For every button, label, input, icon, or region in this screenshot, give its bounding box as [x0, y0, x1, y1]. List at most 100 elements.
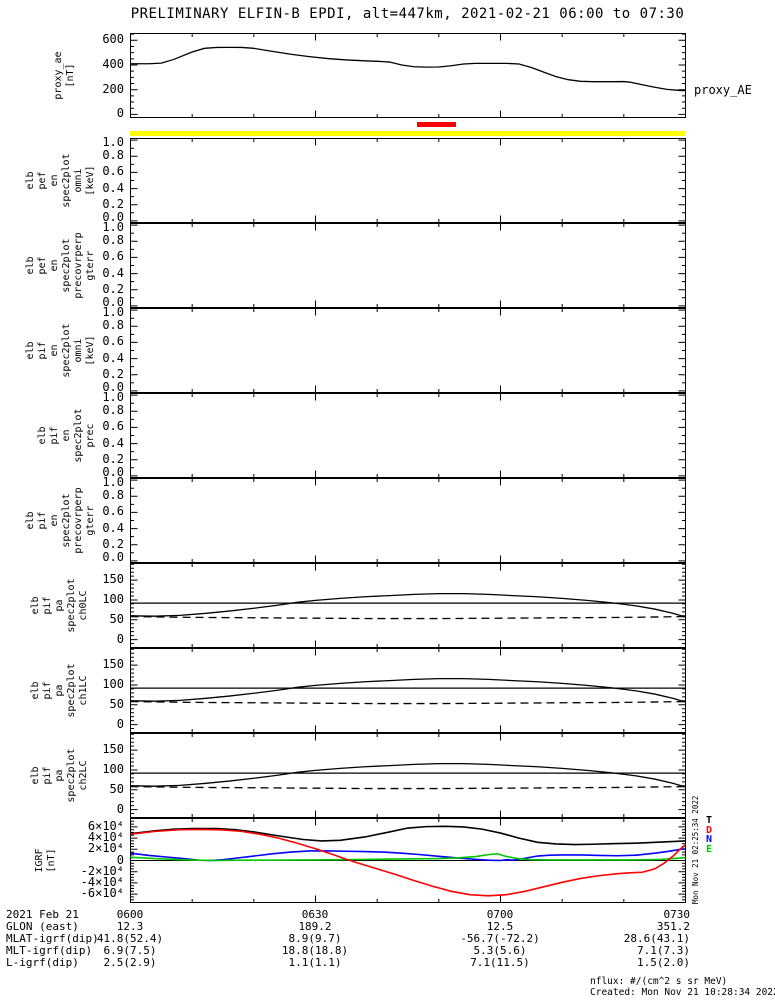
- panel-label-line: spec2plot: [61, 323, 72, 378]
- ytick-label-elb_pef_en_omni: 0.0: [102, 209, 124, 224]
- ytick-label-elb_pif_en_precovrperp: 0.6: [102, 504, 124, 519]
- plot-title: PRELIMINARY ELFIN-B EPDI, alt=447km, 202…: [130, 6, 685, 22]
- panel-label-line: pif: [42, 596, 53, 615]
- right-label-proxy_ae: proxy_AE: [694, 83, 752, 97]
- panel-elb_pif_pa_ch1LC: [130, 648, 686, 733]
- panel-label-elb_pif_en_omni: elb pif en spec2plot omni [keV]: [25, 308, 97, 393]
- panel-elb_pif_en_omni: [130, 308, 686, 393]
- ytick-label-proxy_ae: 0: [116, 106, 124, 121]
- ytick-label-elb_pif_en_precovrperp: 1.0: [102, 475, 124, 490]
- panel-label-line: en: [49, 259, 60, 272]
- ytick-label-elb_pif_pa_ch1LC: 100: [102, 676, 124, 691]
- footer-cell: 351.2: [656, 920, 690, 933]
- panel-label-line: pif: [37, 341, 48, 360]
- time-tick-label: 0730: [663, 908, 691, 921]
- version-timestamp: Mon Nov 21 02:25:34 2022: [691, 795, 700, 904]
- footer-cell: 189.2: [298, 920, 332, 933]
- panel-label-line: spec2plot: [61, 493, 72, 548]
- panel-elb_pef_en_omni: [130, 138, 686, 223]
- time-tick-label: 0630: [301, 908, 329, 921]
- ytick-label-elb_pef_en_precovrperp: 0.8: [102, 233, 124, 248]
- panel-label-line: prec: [85, 423, 96, 448]
- created-timestamp: Created: Mon Nov 21 10:28:34 2022: [590, 987, 775, 998]
- ytick-label-igrf: -4×10⁴: [80, 874, 124, 889]
- panel-label-line: pa: [54, 769, 65, 782]
- ytick-label-elb_pif_en_omni: 0.2: [102, 366, 124, 381]
- panel-label-line: spec2plot: [61, 153, 72, 208]
- ytick-label-elb_pif_en_omni: 0.6: [102, 334, 124, 349]
- panel-elb_pef_en_precovrperp: [130, 223, 686, 308]
- footer-cell: 1.5(2.0): [637, 956, 690, 969]
- legend-N: N: [706, 834, 713, 845]
- panel-label-elb_pif_pa_ch2LC: elb pif pa spec2plot ch2LC: [30, 733, 90, 818]
- ytick-label-elb_pif_en_omni: 0.4: [102, 350, 124, 365]
- ytick-label-elb_pif_en_prec: 0.6: [102, 419, 124, 434]
- panel-label-line: elb: [30, 681, 41, 700]
- panel-label-line: en: [49, 514, 60, 527]
- panel-elb_pif_en_prec: [130, 393, 686, 478]
- panel-igrf: [130, 818, 687, 903]
- ytick-label-elb_pif_en_prec: 0.2: [102, 451, 124, 466]
- axis-frame: [130, 393, 686, 478]
- axis-frame: [130, 648, 686, 733]
- series-T: [130, 825, 686, 846]
- panel-label-line: pif: [49, 426, 60, 445]
- panel-label-line: elb: [25, 511, 36, 530]
- panel-elb_pif_en_precovrperp: [130, 478, 686, 563]
- footer-cell: 2.5(2.9): [103, 956, 157, 969]
- panel-label-line: pa: [54, 599, 65, 612]
- fast-survey-bar-yellow: [130, 131, 685, 136]
- footer-cell: 8.9(9.7): [288, 932, 342, 945]
- footer-cell: 41.8(52.4): [96, 932, 164, 945]
- ytick-label-elb_pif_en_precovrperp: 0.0: [102, 549, 124, 564]
- panel-label-proxy_ae: proxy_ae [nT]: [53, 33, 77, 118]
- footer-cell: 12.5: [486, 920, 514, 933]
- ytick-label-igrf: -2×10⁴: [80, 863, 124, 878]
- ytick-label-elb_pif_en_prec: 0.8: [102, 403, 124, 418]
- ytick-label-elb_pif_en_omni: 1.0: [102, 305, 124, 320]
- panel-label-line: pif: [42, 681, 53, 700]
- panel-label-line: gterr: [85, 250, 96, 281]
- ytick-label-elb_pif_en_omni: 0.0: [102, 379, 124, 394]
- ytick-label-elb_pif_pa_ch2LC: 150: [102, 742, 124, 757]
- ytick-label-elb_pef_en_omni: 1.0: [102, 135, 124, 150]
- panel-label-line: ch0LC: [78, 590, 89, 621]
- panel-label-line: elb: [25, 171, 36, 190]
- series-loss-cone: [130, 785, 686, 790]
- panel-label-igrf: IGRF [nT]: [34, 818, 58, 903]
- series-pitch-angle: [130, 592, 686, 618]
- series-E: [130, 852, 686, 862]
- ytick-label-elb_pif_pa_ch0LC: 100: [102, 591, 124, 606]
- ytick-label-elb_pef_en_omni: 0.6: [102, 164, 124, 179]
- series-D: [130, 828, 687, 897]
- ytick-label-proxy_ae: 200: [102, 81, 124, 96]
- ytick-label-elb_pif_pa_ch1LC: 150: [102, 657, 124, 672]
- panel-label-line: pa: [54, 684, 65, 697]
- panel-label-line: spec2plot: [66, 748, 77, 803]
- panel-label-line: spec2plot: [61, 238, 72, 293]
- ytick-label-proxy_ae: 400: [102, 57, 124, 71]
- panel-label-line: precovrperp: [73, 232, 84, 299]
- panel-label-line: en: [61, 429, 72, 442]
- footer-cell: 7.1(7.3): [637, 944, 690, 957]
- panel-elb_pif_pa_ch2LC: [130, 733, 686, 818]
- axis-frame: [130, 308, 686, 393]
- axis-frame: [130, 478, 686, 563]
- time-tick-label: 0700: [486, 908, 514, 921]
- ytick-label-proxy_ae: 600: [102, 32, 124, 47]
- ytick-label-elb_pif_en_prec: 0.0: [102, 464, 124, 479]
- time-tick-label: 0600: [116, 908, 144, 921]
- panel-label-line: proxy_ae: [53, 51, 64, 100]
- panel-label-line: pef: [37, 256, 48, 275]
- ytick-label-elb_pef_en_precovrperp: 0.0: [102, 294, 124, 309]
- panel-label-elb_pif_en_prec: elb pif en spec2plot prec: [37, 393, 97, 478]
- ytick-label-elb_pef_en_precovrperp: 0.4: [102, 265, 124, 280]
- flux-units-note: nflux: #/(cm^2 s sr MeV): [590, 976, 728, 987]
- axis-frame: [130, 563, 686, 648]
- panel-label-line: pef: [37, 171, 48, 190]
- legend-T: T: [706, 815, 713, 826]
- ytick-label-elb_pif_pa_ch1LC: 0: [116, 716, 124, 731]
- panel-label-line: en: [49, 344, 60, 357]
- panel-label-line: elb: [37, 426, 48, 445]
- panel-label-line: omni: [73, 338, 84, 363]
